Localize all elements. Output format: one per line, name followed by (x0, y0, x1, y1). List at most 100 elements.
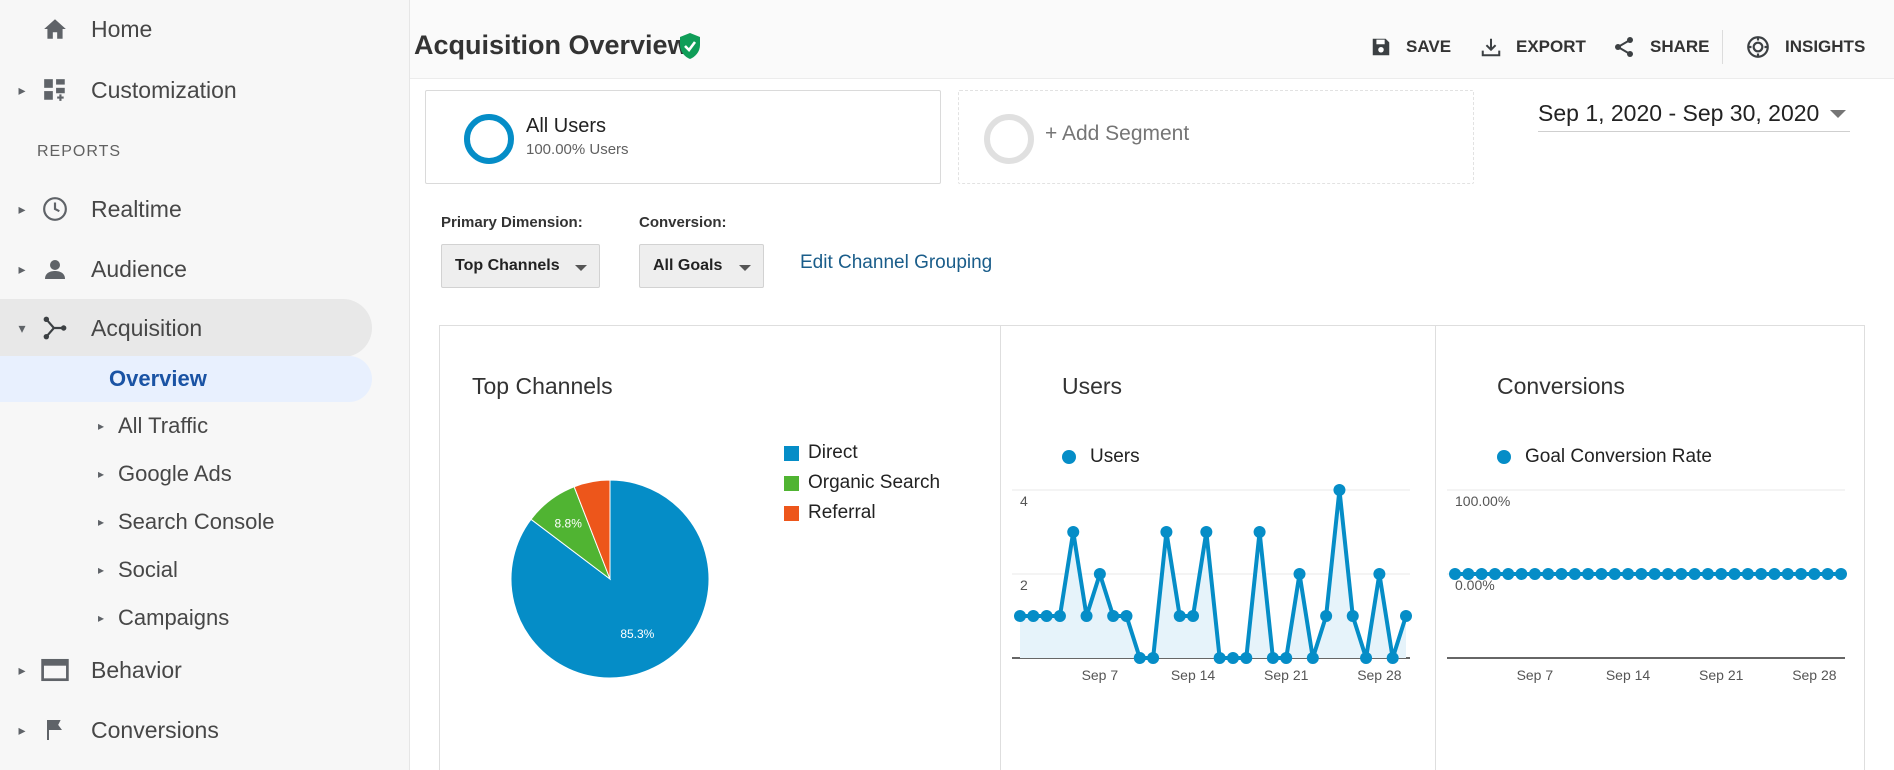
data-point[interactable] (1608, 568, 1621, 580)
data-point[interactable] (1080, 610, 1093, 622)
data-point[interactable] (1053, 610, 1066, 622)
data-point[interactable] (1320, 610, 1333, 622)
pie-slice-referral[interactable] (573, 479, 611, 580)
data-point[interactable] (1187, 610, 1200, 622)
legend-item-organic-search[interactable]: Organic Search (784, 472, 940, 494)
caret-right-icon[interactable]: ▸ (18, 200, 26, 217)
data-point[interactable] (1488, 568, 1501, 580)
data-point[interactable] (1555, 568, 1568, 580)
caret-right-icon[interactable]: ▸ (18, 260, 26, 277)
caret-down-icon[interactable]: ▾ (18, 319, 26, 336)
nav-realtime[interactable]: ▸ Realtime (0, 180, 372, 238)
data-point[interactable] (1173, 610, 1186, 622)
data-point[interactable] (1346, 610, 1359, 622)
data-point[interactable] (1449, 568, 1461, 580)
data-point[interactable] (1741, 568, 1754, 580)
sub-item-all-traffic[interactable]: ▸ All Traffic (0, 403, 372, 449)
data-point[interactable] (1688, 568, 1701, 580)
data-point[interactable] (1213, 652, 1226, 664)
data-point[interactable] (1373, 568, 1386, 580)
date-range-picker[interactable]: Sep 1, 2020 - Sep 30, 2020 (1538, 96, 1850, 132)
data-point[interactable] (1253, 526, 1266, 538)
data-point[interactable] (1675, 568, 1688, 580)
data-point[interactable] (1266, 652, 1279, 664)
data-point[interactable] (1755, 568, 1768, 580)
data-point[interactable] (1120, 610, 1133, 622)
primary-dimension-select[interactable]: Top Channels (441, 244, 600, 288)
data-point[interactable] (1226, 652, 1239, 664)
data-point[interactable] (1542, 568, 1555, 580)
legend-item-direct[interactable]: Direct (784, 442, 858, 464)
caret-right-icon[interactable]: ▸ (98, 611, 105, 625)
nav-customization[interactable]: ▸ Customization (0, 61, 372, 119)
data-point[interactable] (1475, 568, 1488, 580)
segment-all-users[interactable]: All Users 100.00% Users (425, 90, 941, 184)
data-point[interactable] (1795, 568, 1808, 580)
data-point[interactable] (1808, 568, 1821, 580)
data-point[interactable] (1622, 568, 1635, 580)
legend-item-goal-conversion-rate[interactable]: Goal Conversion Rate (1497, 446, 1712, 468)
conversion-select[interactable]: All Goals (639, 244, 764, 288)
data-point[interactable] (1715, 568, 1728, 580)
export-button[interactable]: EXPORT (1480, 30, 1586, 64)
sub-item-campaigns[interactable]: ▸ Campaigns (0, 595, 372, 641)
sub-item-google-ads[interactable]: ▸ Google Ads (0, 451, 372, 497)
data-point[interactable] (1333, 484, 1346, 496)
nav-home[interactable]: Home (0, 0, 372, 58)
data-point[interactable] (1093, 568, 1106, 580)
data-point[interactable] (1515, 568, 1528, 580)
data-point[interactable] (1400, 610, 1412, 622)
caret-right-icon[interactable]: ▸ (18, 721, 26, 738)
sub-item-social[interactable]: ▸ Social (0, 547, 372, 593)
add-segment-button[interactable]: + Add Segment (958, 90, 1474, 184)
caret-right-icon[interactable]: ▸ (18, 661, 26, 678)
data-point[interactable] (1293, 568, 1306, 580)
data-point[interactable] (1107, 610, 1120, 622)
data-point[interactable] (1781, 568, 1794, 580)
data-point[interactable] (1200, 526, 1213, 538)
data-point[interactable] (1728, 568, 1741, 580)
nav-conversions[interactable]: ▸ Conversions (0, 701, 372, 759)
data-point[interactable] (1701, 568, 1714, 580)
data-point[interactable] (1582, 568, 1595, 580)
data-point[interactable] (1386, 652, 1399, 664)
data-point[interactable] (1027, 610, 1040, 622)
data-point[interactable] (1240, 652, 1253, 664)
data-point[interactable] (1595, 568, 1608, 580)
share-button[interactable]: SHARE (1612, 30, 1710, 64)
nav-audience[interactable]: ▸ Audience (0, 240, 372, 298)
data-point[interactable] (1280, 652, 1293, 664)
sub-item-overview[interactable]: Overview (0, 356, 372, 402)
caret-right-icon[interactable]: ▸ (98, 467, 105, 481)
data-point[interactable] (1648, 568, 1661, 580)
data-point[interactable] (1835, 568, 1847, 580)
data-point[interactable] (1462, 568, 1475, 580)
data-point[interactable] (1821, 568, 1834, 580)
caret-right-icon[interactable]: ▸ (98, 419, 105, 433)
nav-behavior[interactable]: ▸ Behavior (0, 641, 372, 699)
sub-item-search-console[interactable]: ▸ Search Console (0, 499, 372, 545)
caret-right-icon[interactable]: ▸ (18, 81, 26, 98)
caret-right-icon[interactable]: ▸ (98, 563, 105, 577)
legend-item-referral[interactable]: Referral (784, 502, 876, 524)
data-point[interactable] (1067, 526, 1080, 538)
data-point[interactable] (1502, 568, 1515, 580)
edit-channel-grouping-link[interactable]: Edit Channel Grouping (800, 252, 993, 273)
data-point[interactable] (1147, 652, 1160, 664)
data-point[interactable] (1568, 568, 1581, 580)
data-point[interactable] (1661, 568, 1674, 580)
data-point[interactable] (1635, 568, 1648, 580)
insights-button[interactable]: INSIGHTS (1745, 30, 1865, 64)
data-point[interactable] (1306, 652, 1319, 664)
data-point[interactable] (1528, 568, 1541, 580)
data-point[interactable] (1360, 652, 1373, 664)
data-point[interactable] (1133, 652, 1146, 664)
caret-right-icon[interactable]: ▸ (98, 515, 105, 529)
data-point[interactable] (1160, 526, 1173, 538)
save-button[interactable]: SAVE (1370, 30, 1451, 64)
legend-item-users[interactable]: Users (1062, 446, 1140, 468)
data-point[interactable] (1768, 568, 1781, 580)
data-point[interactable] (1014, 610, 1026, 622)
data-point[interactable] (1040, 610, 1053, 622)
nav-acquisition[interactable]: ▾ Acquisition (0, 299, 372, 357)
